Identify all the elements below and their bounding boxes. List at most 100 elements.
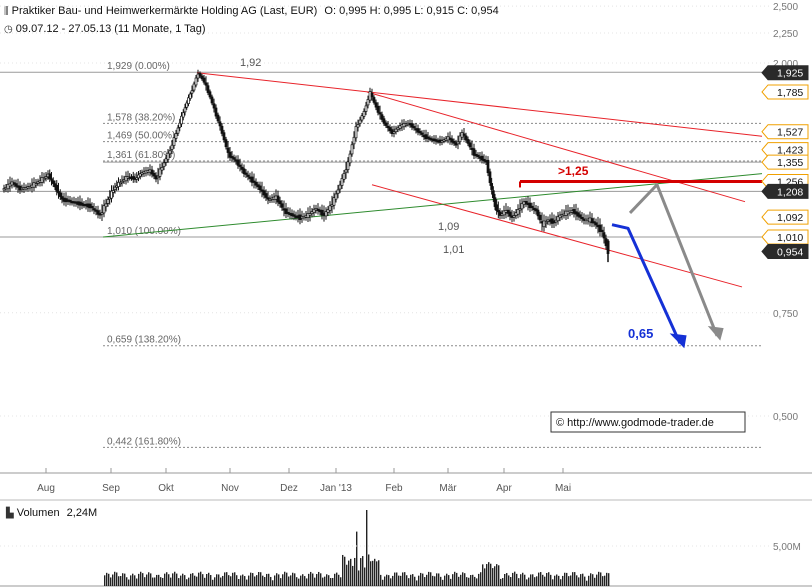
volume-bar <box>190 573 192 586</box>
candle-body <box>370 93 374 98</box>
candle-body <box>592 221 596 224</box>
volume-bar <box>428 571 430 586</box>
volume-bar <box>446 573 448 586</box>
candle-body <box>232 157 236 160</box>
x-tick-label: Dez <box>280 483 298 494</box>
volume-bar <box>174 571 176 586</box>
annotation-breakout: >1,25 <box>558 164 589 178</box>
volume-bar <box>248 575 250 586</box>
volume-bar <box>116 572 118 586</box>
volume-bar <box>234 572 236 586</box>
candle-body <box>332 197 336 206</box>
volume-bar <box>228 575 230 586</box>
volume-bar <box>340 577 342 586</box>
volume-bar <box>186 579 188 586</box>
volume-bar <box>184 575 186 586</box>
price-badge-box <box>761 84 809 100</box>
volume-bar <box>316 574 318 586</box>
chart-title-row: ⫼ Praktiker Bau- und Heimwerkermärkte Ho… <box>4 5 499 17</box>
x-tick-label: Nov <box>221 483 239 494</box>
volume-bar <box>246 579 248 586</box>
volume-bar <box>198 572 200 586</box>
volume-bar <box>532 574 534 586</box>
candle-body <box>378 112 382 115</box>
candle-body <box>124 176 128 182</box>
candle-body <box>350 144 354 155</box>
candle-body <box>102 205 106 214</box>
volume-tick-label: 5,00M <box>773 542 801 553</box>
volume-bar <box>182 573 184 586</box>
candle-body <box>34 183 38 186</box>
volume-bar <box>364 567 366 586</box>
volume-bar <box>436 573 438 586</box>
volume-bar <box>444 575 446 586</box>
volume-bar <box>240 575 242 586</box>
x-tick-label: Okt <box>158 483 174 494</box>
candle-body <box>512 215 516 218</box>
volume-bar <box>284 571 286 586</box>
volume-bar <box>544 576 546 586</box>
candle-body <box>578 214 582 218</box>
volume-bar <box>300 575 302 586</box>
volume-bar <box>482 564 484 586</box>
volume-bar <box>470 575 472 586</box>
volume-bar <box>520 574 522 586</box>
price-badge-box <box>761 183 809 199</box>
volume-bar <box>208 572 210 586</box>
bar-icon: ▙ <box>6 508 14 519</box>
volume-bar <box>330 578 332 586</box>
candle-body <box>206 85 210 93</box>
volume-bar <box>170 577 172 586</box>
volume-bar <box>580 574 582 586</box>
last-candle-body <box>607 240 610 252</box>
y-tick-label: 2,250 <box>773 29 798 40</box>
volume-bar <box>336 572 338 586</box>
volume-bar <box>290 575 292 586</box>
price-badge: 1,010 <box>761 229 809 245</box>
volume-bar <box>270 576 272 586</box>
candle-body <box>364 105 368 112</box>
volume-bar <box>460 574 462 586</box>
volume-bar <box>538 572 540 586</box>
volume-bar <box>292 572 294 586</box>
volume-bar <box>422 573 424 586</box>
volume-bar <box>220 577 222 586</box>
volume-bar <box>282 574 284 586</box>
volume-bar <box>540 572 542 586</box>
candle-body <box>326 209 330 213</box>
volume-bar <box>434 576 436 586</box>
volume-bar <box>222 575 224 586</box>
candle-body <box>468 142 472 148</box>
candle-body <box>338 184 342 190</box>
candle-body <box>90 205 94 209</box>
candle-body <box>58 192 62 197</box>
volume-bar <box>272 580 274 586</box>
volume-bar <box>592 574 594 586</box>
x-tick-label: Feb <box>385 483 403 494</box>
volume-value: 2,24M <box>66 507 98 519</box>
volume-bar <box>542 574 544 586</box>
candle-body <box>181 112 185 118</box>
volume-bar <box>138 573 140 586</box>
volume-bar <box>302 574 304 586</box>
volume-bar <box>536 576 538 586</box>
volume-bar <box>474 576 476 586</box>
volume-bar <box>496 564 498 586</box>
volume-bar <box>454 571 456 586</box>
volume-bar <box>492 568 494 586</box>
volume-bar <box>418 575 420 586</box>
volume-bar <box>464 573 466 586</box>
annotation-mid: 1,09 <box>438 221 459 233</box>
projection-arrow-blue <box>611 223 682 345</box>
candle-body <box>420 132 424 135</box>
candle-body <box>120 180 124 184</box>
volume-bar <box>304 576 306 586</box>
trendline-red-mid <box>366 91 746 203</box>
candle-body <box>135 177 139 180</box>
volume-bar <box>238 578 240 586</box>
volume-bar <box>574 572 576 586</box>
volume-bar <box>146 574 148 586</box>
volume-bar <box>256 575 258 586</box>
volume-bar <box>278 574 280 586</box>
volume-bar <box>548 572 550 586</box>
